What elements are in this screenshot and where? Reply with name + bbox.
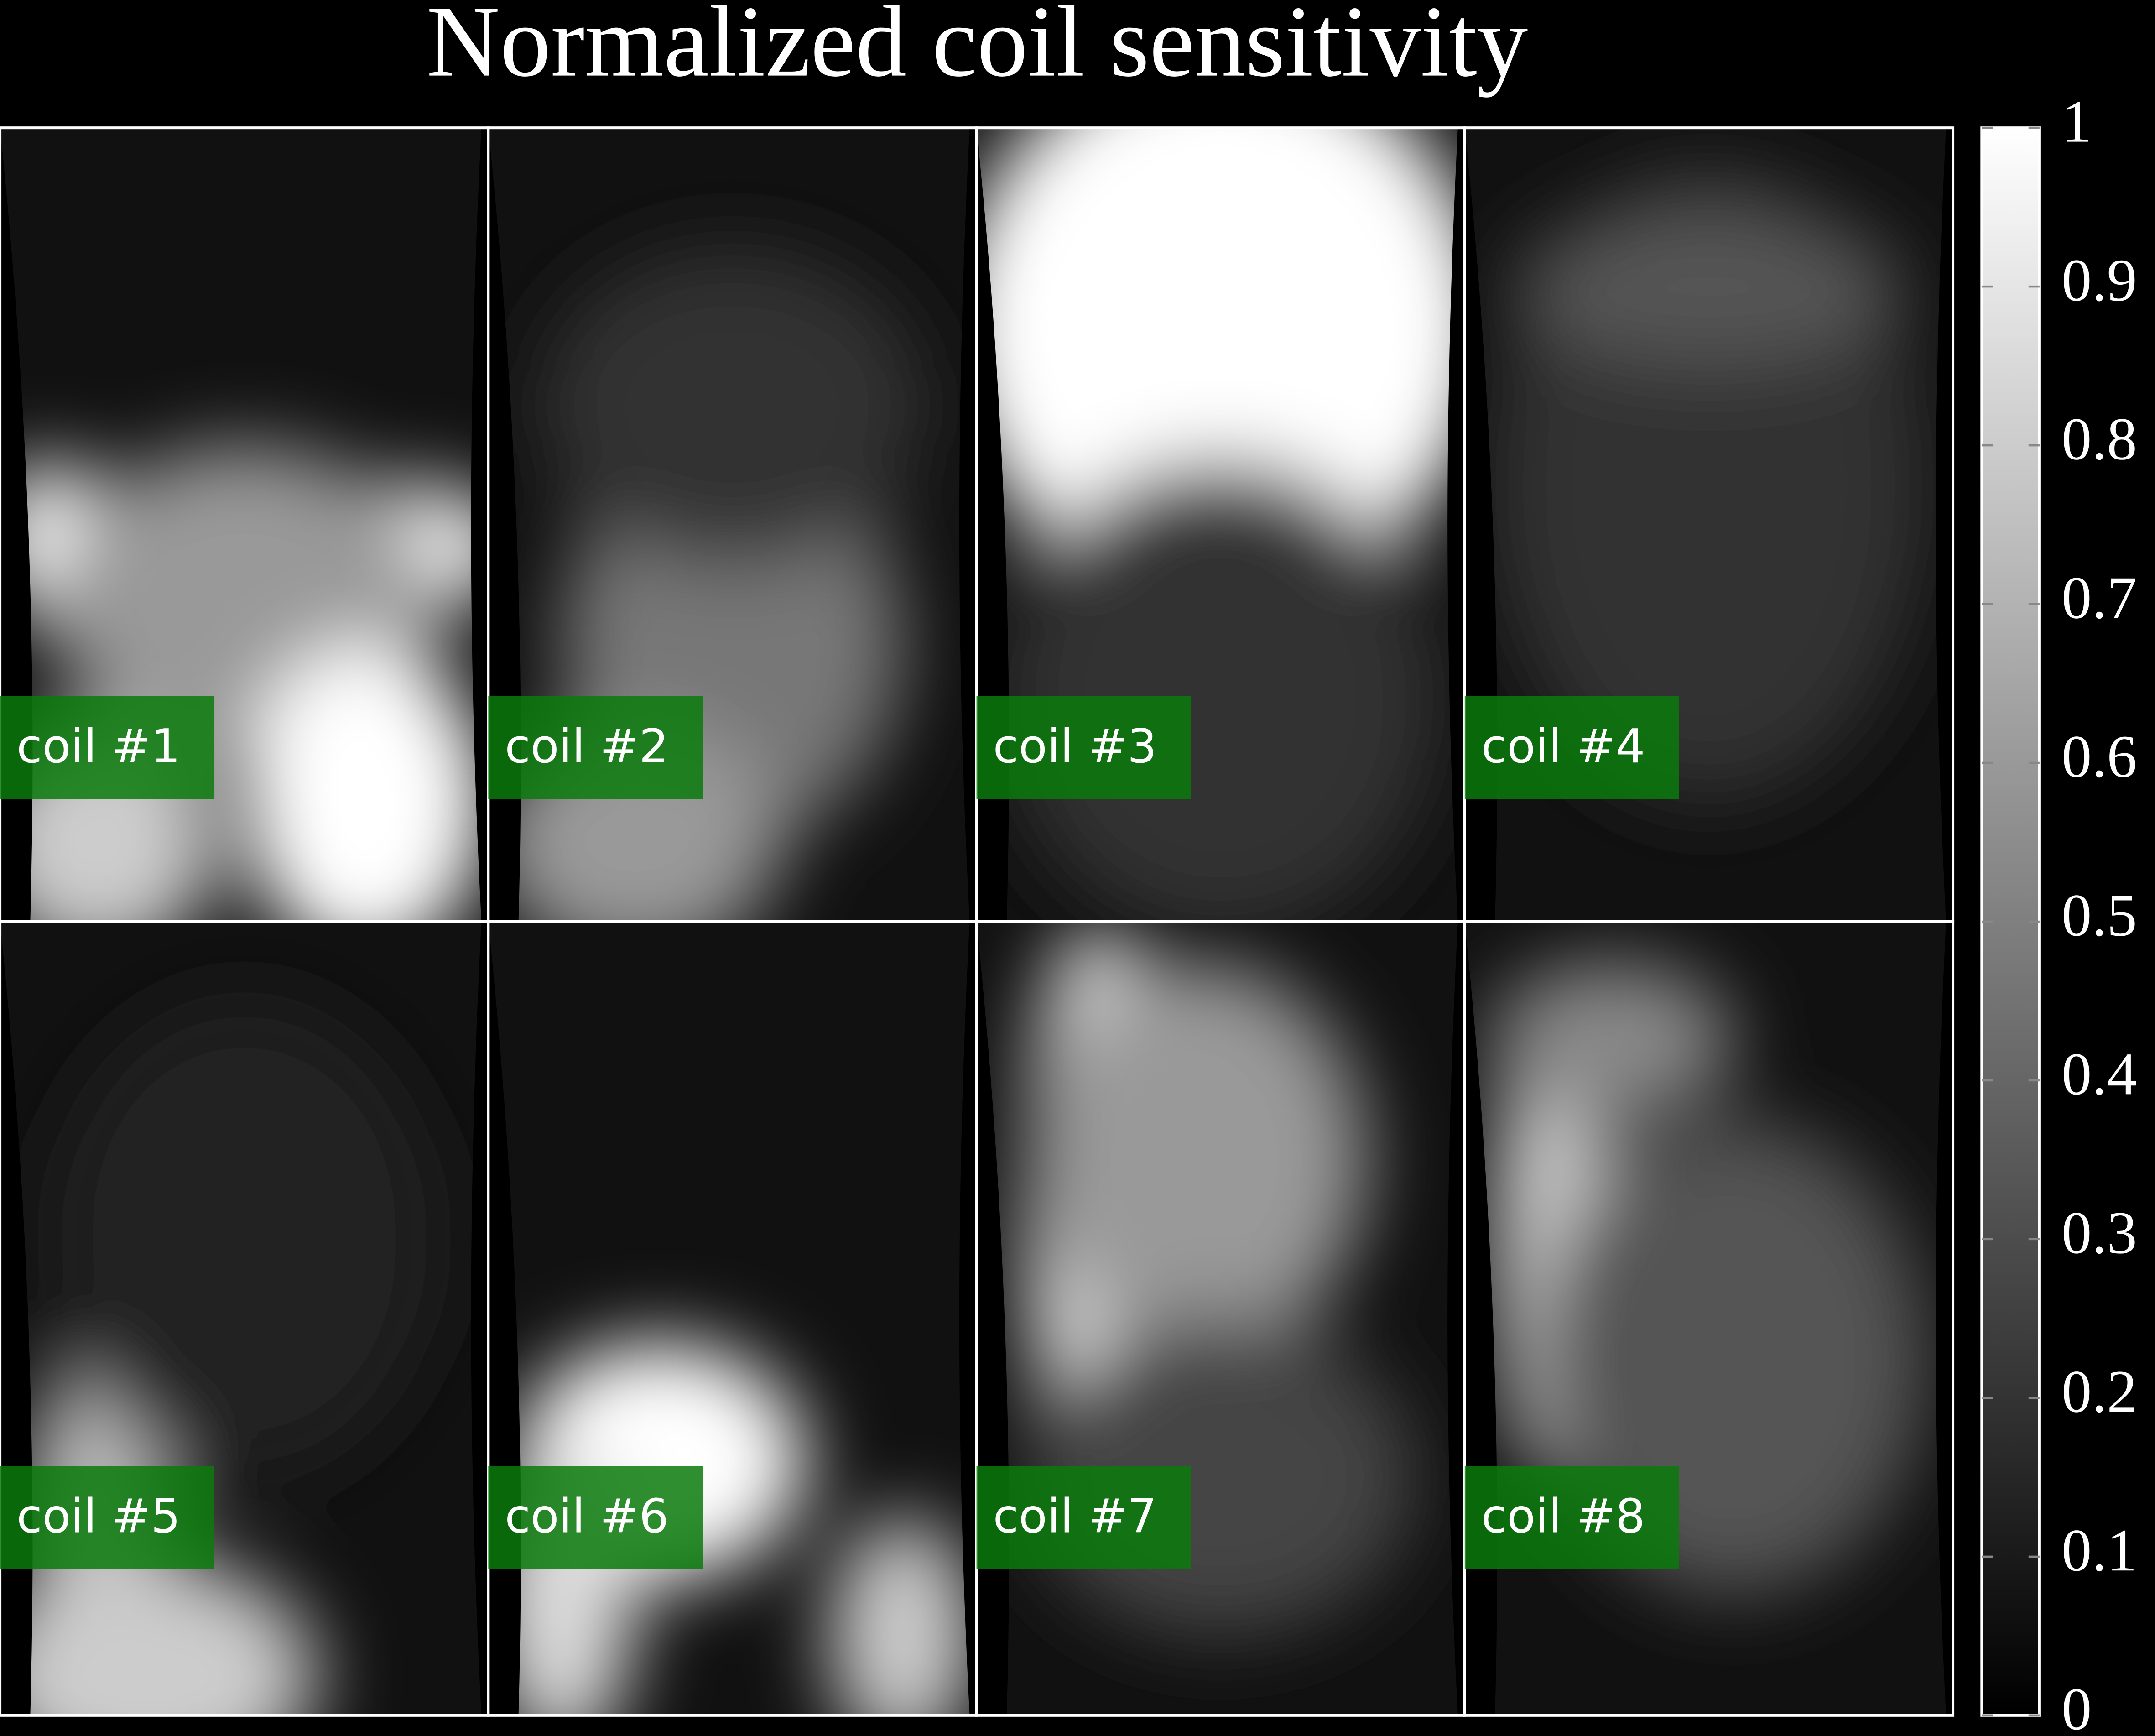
panel-label: coil #1 (16, 719, 180, 774)
panel-label: coil #6 (505, 1490, 668, 1544)
panel-label: coil #7 (993, 1490, 1157, 1544)
panel-image (976, 128, 1465, 922)
intensity (1025, 921, 1416, 1636)
dark-edge (471, 921, 489, 1715)
intensity-blob (244, 644, 489, 922)
dark-edge (1447, 128, 1465, 922)
intensity-blob (1001, 461, 1441, 922)
panel-image (0, 128, 489, 922)
panel: coil #4 (1463, 126, 1955, 923)
intensity-blob (49, 1001, 440, 1477)
panel-label: coil #4 (1481, 719, 1645, 774)
intensity-blob (1513, 207, 1905, 366)
figure-title: Normalized coil sensitivity (427, 0, 1528, 98)
colorbar-tick-label: 1 (2061, 88, 2092, 155)
label-box (0, 696, 215, 799)
colorbar-tick-label: 0.8 (2061, 406, 2137, 473)
panel: coil #2 (487, 126, 978, 923)
panel-image (976, 921, 1465, 1715)
panel-label: coil #2 (505, 719, 668, 774)
label-box (0, 1466, 215, 1569)
dark-edge (959, 128, 977, 922)
panel-image (488, 128, 977, 922)
label-box (976, 696, 1191, 799)
panel-image (1464, 921, 1953, 1715)
colorbar-tick-label: 0.9 (2061, 247, 2137, 314)
panel-label: coil #5 (16, 1490, 180, 1544)
panel: coil #7 (975, 920, 1466, 1717)
panel: coil #5 (0, 920, 490, 1717)
dark-edge (1447, 921, 1465, 1715)
intensity (1489, 167, 1929, 803)
panel-label: coil #3 (993, 719, 1157, 774)
panel-image (1464, 128, 1953, 922)
dark-edge (471, 128, 489, 922)
dark-edge (1936, 921, 1953, 1715)
panel: coil #1 (0, 126, 490, 923)
intensity-blob (1489, 961, 1733, 1120)
colorbar-tick-label: 0.6 (2061, 723, 2137, 790)
intensity-blob (0, 1556, 318, 1715)
intensity-blob (537, 247, 928, 565)
label-box (488, 1466, 703, 1569)
label-box (1464, 1466, 1679, 1569)
colorbar-tick-label: 0.2 (2061, 1358, 2137, 1425)
intensity-blob (976, 128, 1465, 604)
intensity (976, 128, 1465, 922)
colorbar-tick-label: 0.5 (2061, 881, 2137, 949)
intensity-blob (830, 1517, 977, 1715)
colorbar-tick-label: 0.3 (2061, 1199, 2137, 1266)
colorbar-tick-label: 0.4 (2061, 1040, 2137, 1107)
panel-image (488, 921, 977, 1715)
colorbar-tick-label: 0.1 (2061, 1517, 2137, 1584)
colorbar-tick-label: 0.7 (2061, 564, 2137, 631)
dark-edge (959, 921, 977, 1715)
panel: coil #6 (487, 920, 978, 1717)
panel-image (0, 921, 489, 1715)
dark-edge (1936, 128, 1953, 922)
intensity (0, 1001, 440, 1715)
panel-border (1463, 920, 1955, 1717)
panel: coil #8 (1463, 920, 1955, 1717)
panel-label: coil #8 (1481, 1490, 1645, 1544)
label-box (1464, 696, 1679, 799)
panel: coil #3 (975, 126, 1466, 923)
intensity-blob (1025, 961, 1367, 1358)
label-box (976, 1466, 1191, 1569)
colorbar-tick-label: 0 (2061, 1675, 2092, 1736)
label-box (488, 696, 703, 799)
